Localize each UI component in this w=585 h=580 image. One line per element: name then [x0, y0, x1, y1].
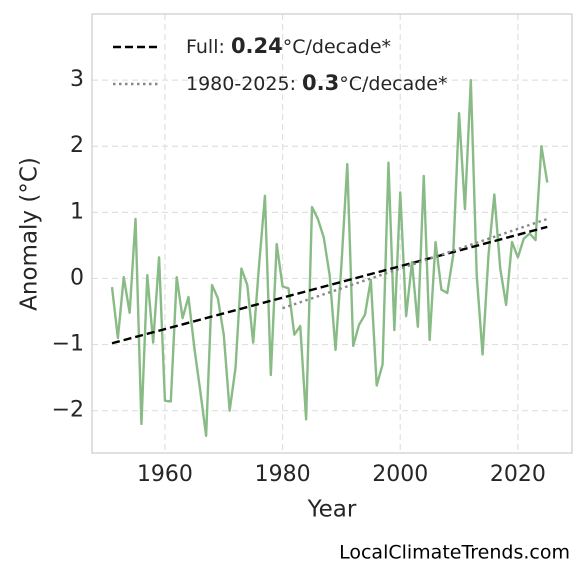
x-tick-label: 2020 — [490, 462, 546, 487]
legend-rate: 0.3 — [302, 71, 339, 95]
y-tick-label: 3 — [70, 67, 84, 92]
legend-text: °C/decade* — [283, 36, 391, 58]
y-axis-label: Anomaly (°C) — [17, 157, 43, 311]
legend-rate: 0.24 — [231, 34, 283, 58]
legend-text: Full: — [186, 36, 231, 58]
footer: LocalClimateTrends.com — [339, 542, 570, 564]
legend-entry: Full: 0.24°C/decade* — [186, 34, 391, 58]
legend-entry: 1980-2025: 0.3°C/decade* — [186, 71, 447, 95]
y-tick-label: 1 — [70, 199, 84, 224]
y-tick-label: 2 — [70, 133, 84, 158]
x-tick-label: 2000 — [372, 462, 428, 487]
x-tick-label: 1980 — [255, 462, 311, 487]
x-tick-label: 1960 — [137, 462, 193, 487]
trend-line — [111, 225, 548, 345]
legend-text: 1980-2025: — [186, 73, 302, 95]
x-axis-label: Year — [307, 497, 357, 523]
y-tick-label: 0 — [70, 265, 84, 290]
y-tick-label: −2 — [52, 398, 84, 423]
plot-frame — [91, 13, 573, 454]
legend-text: °C/decade* — [339, 73, 447, 95]
trend-line — [282, 217, 548, 310]
data-line — [110, 78, 549, 438]
y-tick-label: −1 — [52, 332, 84, 357]
